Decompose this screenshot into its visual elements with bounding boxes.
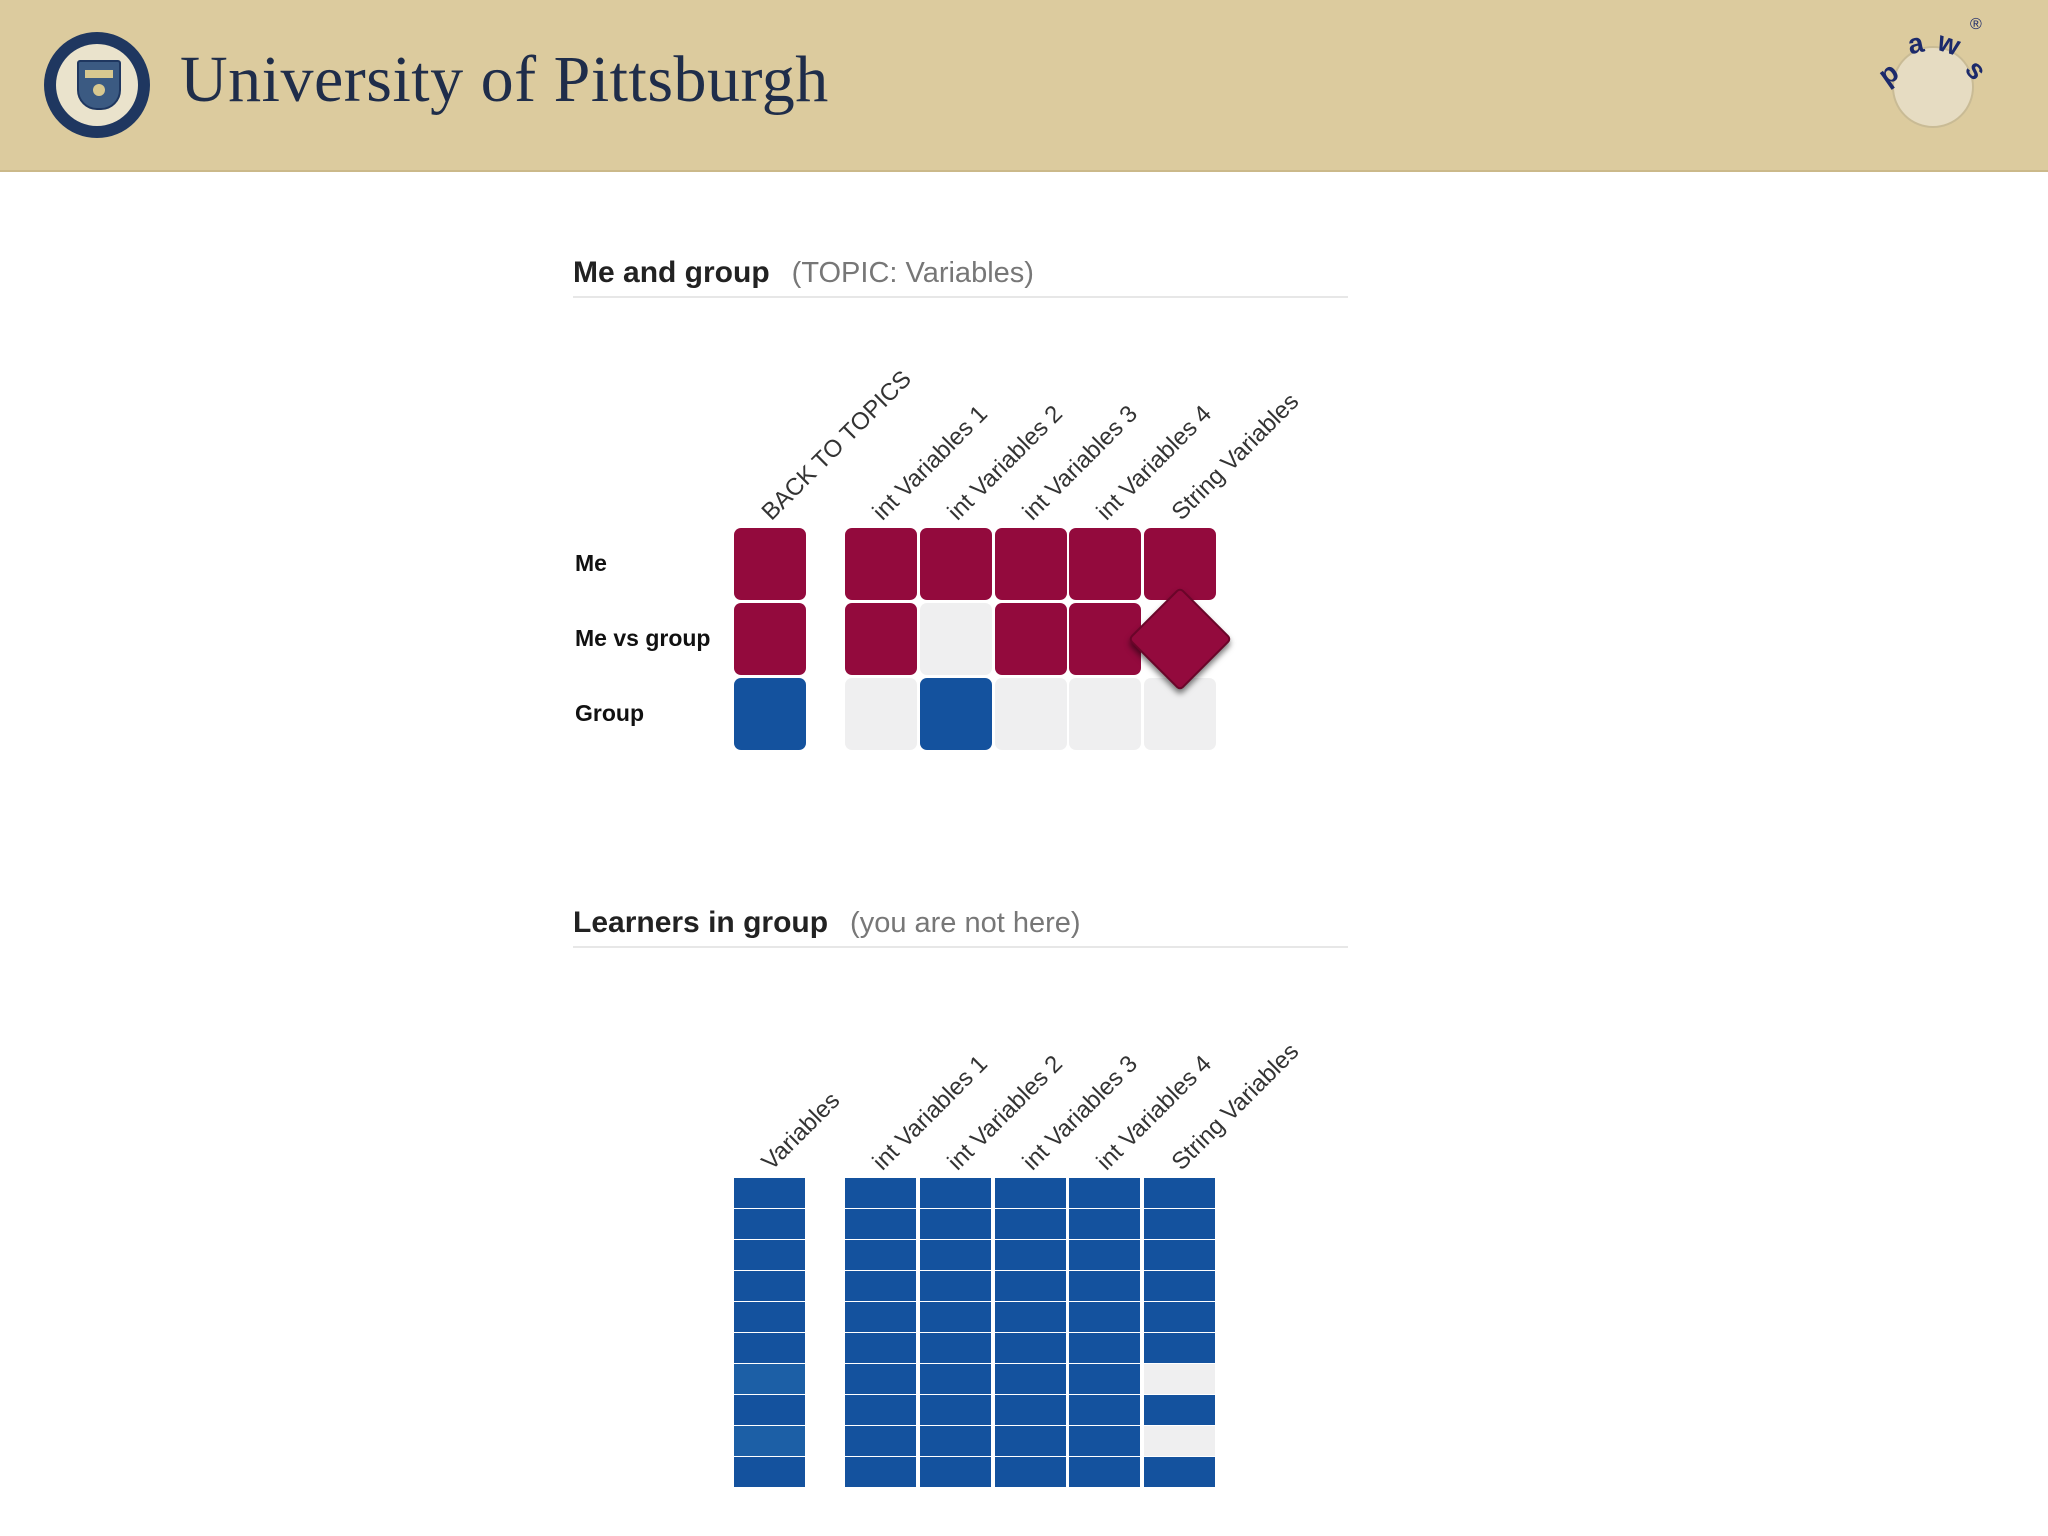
learner-10-cell-string-variables[interactable] (1144, 1457, 1217, 1487)
page-header: University of Pittsburgh p a w s ® (0, 0, 2048, 172)
learner-5-cell-int-variables-2[interactable] (920, 1302, 993, 1332)
learner-4-cell-int-variables-2[interactable] (920, 1271, 993, 1301)
learner-3-cell-int-variables-1[interactable] (845, 1240, 918, 1270)
learner-1-cell-int-variables-4[interactable] (1069, 1178, 1142, 1208)
cell-group-back-to-topics[interactable] (734, 678, 806, 750)
learner-7-cell-int-variables-4[interactable] (1069, 1364, 1142, 1394)
cell-group-int-variables-4[interactable] (1069, 678, 1141, 750)
learner-4-cell-string-variables[interactable] (1144, 1271, 1217, 1301)
registered-mark: ® (1970, 16, 1982, 33)
cell-me-vs-group-back-to-topics[interactable] (734, 603, 806, 675)
university-name[interactable]: University of Pittsburgh (180, 43, 829, 116)
learner-2-cell-string-variables[interactable] (1144, 1209, 1217, 1239)
learner-8-cell-int-variables-4[interactable] (1069, 1395, 1142, 1425)
paws-letter-s: s (1959, 53, 1994, 86)
learner-6-cell-variables[interactable] (734, 1333, 807, 1363)
learner-10-cell-variables[interactable] (734, 1457, 807, 1487)
seal-shield (77, 60, 121, 110)
learner-5-cell-int-variables-4[interactable] (1069, 1302, 1142, 1332)
paws-logo-icon[interactable]: p a w s ® (1872, 16, 1998, 128)
learner-10-cell-int-variables-4[interactable] (1069, 1457, 1142, 1487)
learner-4-cell-int-variables-4[interactable] (1069, 1271, 1142, 1301)
learner-4-cell-int-variables-1[interactable] (845, 1271, 918, 1301)
learners-title: Learners in group (573, 906, 829, 939)
learner-7-cell-int-variables-3[interactable] (995, 1364, 1068, 1394)
learner-6-cell-int-variables-2[interactable] (920, 1333, 993, 1363)
learner-10-cell-int-variables-2[interactable] (920, 1457, 993, 1487)
cell-me-vs-group-int-variables-3[interactable] (995, 603, 1067, 675)
me-and-group-subtitle: (TOPIC: Variables) (791, 257, 1034, 289)
learner-8-cell-int-variables-3[interactable] (995, 1395, 1068, 1425)
learners-column-variables[interactable]: Variables (756, 1087, 846, 1176)
learner-3-cell-int-variables-2[interactable] (920, 1240, 993, 1270)
learners-subtitle: (you are not here) (850, 907, 1081, 939)
learner-5-cell-int-variables-3[interactable] (995, 1302, 1068, 1332)
cell-me-vs-group-int-variables-2[interactable] (920, 603, 992, 675)
learner-8-cell-int-variables-1[interactable] (845, 1395, 918, 1425)
me-vs-group-highlight-diamond[interactable] (1127, 586, 1233, 692)
learner-9-cell-int-variables-2[interactable] (920, 1426, 993, 1456)
cell-group-int-variables-3[interactable] (995, 678, 1067, 750)
learner-7-cell-int-variables-1[interactable] (845, 1364, 918, 1394)
learner-9-cell-variables[interactable] (734, 1426, 807, 1456)
learner-9-cell-string-variables[interactable] (1144, 1426, 1217, 1456)
learner-6-cell-int-variables-1[interactable] (845, 1333, 918, 1363)
learner-7-cell-string-variables[interactable] (1144, 1364, 1217, 1394)
cell-me-int-variables-4[interactable] (1069, 528, 1141, 600)
learner-1-cell-string-variables[interactable] (1144, 1178, 1217, 1208)
learner-3-cell-variables[interactable] (734, 1240, 807, 1270)
learner-2-cell-variables[interactable] (734, 1209, 807, 1239)
learner-6-cell-int-variables-3[interactable] (995, 1333, 1068, 1363)
learner-9-cell-int-variables-4[interactable] (1069, 1426, 1142, 1456)
cell-me-int-variables-2[interactable] (920, 528, 992, 600)
learner-9-cell-int-variables-3[interactable] (995, 1426, 1068, 1456)
learner-1-cell-variables[interactable] (734, 1178, 807, 1208)
learner-1-cell-int-variables-3[interactable] (995, 1178, 1068, 1208)
me-and-group-title: Me and group (573, 256, 770, 289)
learner-2-cell-int-variables-4[interactable] (1069, 1209, 1142, 1239)
learner-4-cell-int-variables-3[interactable] (995, 1271, 1068, 1301)
row-label-me: Me (575, 550, 607, 576)
row-label-group: Group (575, 700, 644, 726)
paws-logo-circle (1892, 46, 1974, 128)
learner-2-cell-int-variables-1[interactable] (845, 1209, 918, 1239)
cell-group-int-variables-1[interactable] (845, 678, 917, 750)
learner-3-cell-int-variables-4[interactable] (1069, 1240, 1142, 1270)
learner-5-cell-variables[interactable] (734, 1302, 807, 1332)
cell-me-int-variables-1[interactable] (845, 528, 917, 600)
cell-group-string-variables[interactable] (1144, 678, 1216, 750)
cell-me-int-variables-3[interactable] (995, 528, 1067, 600)
learner-6-cell-string-variables[interactable] (1144, 1333, 1217, 1363)
learner-8-cell-string-variables[interactable] (1144, 1395, 1217, 1425)
learner-3-cell-int-variables-3[interactable] (995, 1240, 1068, 1270)
me-and-group-heading: Me and group (TOPIC: Variables) (573, 256, 1348, 298)
learner-9-cell-int-variables-1[interactable] (845, 1426, 918, 1456)
learner-8-cell-int-variables-2[interactable] (920, 1395, 993, 1425)
learner-10-cell-int-variables-3[interactable] (995, 1457, 1068, 1487)
learner-6-cell-int-variables-4[interactable] (1069, 1333, 1142, 1363)
row-label-me-vs-group: Me vs group (575, 625, 711, 651)
learner-3-cell-string-variables[interactable] (1144, 1240, 1217, 1270)
learner-10-cell-int-variables-1[interactable] (845, 1457, 918, 1487)
learner-2-cell-int-variables-3[interactable] (995, 1209, 1068, 1239)
learner-5-cell-int-variables-1[interactable] (845, 1302, 918, 1332)
learner-1-cell-int-variables-2[interactable] (920, 1178, 993, 1208)
cell-me-vs-group-int-variables-1[interactable] (845, 603, 917, 675)
cell-me-back-to-topics[interactable] (734, 528, 806, 600)
learner-7-cell-variables[interactable] (734, 1364, 807, 1394)
learner-7-cell-int-variables-2[interactable] (920, 1364, 993, 1394)
learner-2-cell-int-variables-2[interactable] (920, 1209, 993, 1239)
learner-8-cell-variables[interactable] (734, 1395, 807, 1425)
cell-group-int-variables-2[interactable] (920, 678, 992, 750)
learner-5-cell-string-variables[interactable] (1144, 1302, 1217, 1332)
learners-heading: Learners in group (you are not here) (573, 906, 1348, 948)
learner-4-cell-variables[interactable] (734, 1271, 807, 1301)
university-seal-icon[interactable] (44, 32, 150, 138)
learner-1-cell-int-variables-1[interactable] (845, 1178, 918, 1208)
